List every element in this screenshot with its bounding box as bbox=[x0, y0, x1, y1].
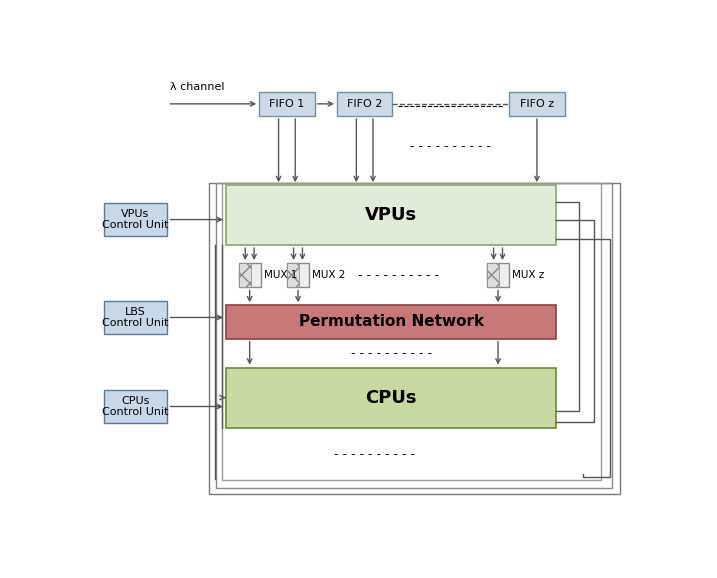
Bar bbox=[226, 368, 556, 428]
Text: - - - - - - - - - -: - - - - - - - - - - bbox=[334, 448, 415, 461]
Bar bbox=[487, 263, 499, 287]
Bar bbox=[509, 91, 565, 116]
Bar bbox=[209, 183, 620, 494]
Text: FIFO 2: FIFO 2 bbox=[347, 99, 382, 109]
Text: λ channel: λ channel bbox=[170, 82, 224, 92]
Text: VPUs: VPUs bbox=[365, 206, 417, 224]
Bar bbox=[103, 390, 168, 423]
Bar bbox=[487, 263, 509, 287]
Bar bbox=[239, 263, 251, 287]
Text: FIFO z: FIFO z bbox=[520, 99, 554, 109]
Text: Permutation Network: Permutation Network bbox=[298, 314, 484, 329]
Bar bbox=[287, 263, 309, 287]
Text: VPUs
Control Unit: VPUs Control Unit bbox=[103, 209, 168, 231]
Bar bbox=[226, 305, 556, 339]
Bar bbox=[222, 183, 602, 480]
Text: FIFO 1: FIFO 1 bbox=[270, 99, 305, 109]
Text: MUX z: MUX z bbox=[513, 270, 545, 280]
Text: - - - - - - - - - -: - - - - - - - - - - bbox=[358, 269, 439, 281]
Bar bbox=[103, 301, 168, 334]
Bar bbox=[216, 183, 612, 488]
Text: - - - - - - - - - -: - - - - - - - - - - bbox=[410, 140, 491, 153]
Text: CPUs
Control Unit: CPUs Control Unit bbox=[103, 396, 168, 417]
Text: CPUs: CPUs bbox=[366, 388, 417, 406]
Bar bbox=[239, 263, 261, 287]
Text: MUX 2: MUX 2 bbox=[313, 270, 346, 280]
Bar bbox=[226, 185, 556, 245]
Text: - - - - - - - - - -: - - - - - - - - - - bbox=[351, 347, 432, 360]
Bar bbox=[337, 91, 392, 116]
Text: LBS
Control Unit: LBS Control Unit bbox=[103, 307, 168, 328]
Text: MUX 1: MUX 1 bbox=[264, 270, 298, 280]
Bar bbox=[259, 91, 315, 116]
Bar bbox=[287, 263, 299, 287]
Bar bbox=[103, 203, 168, 236]
